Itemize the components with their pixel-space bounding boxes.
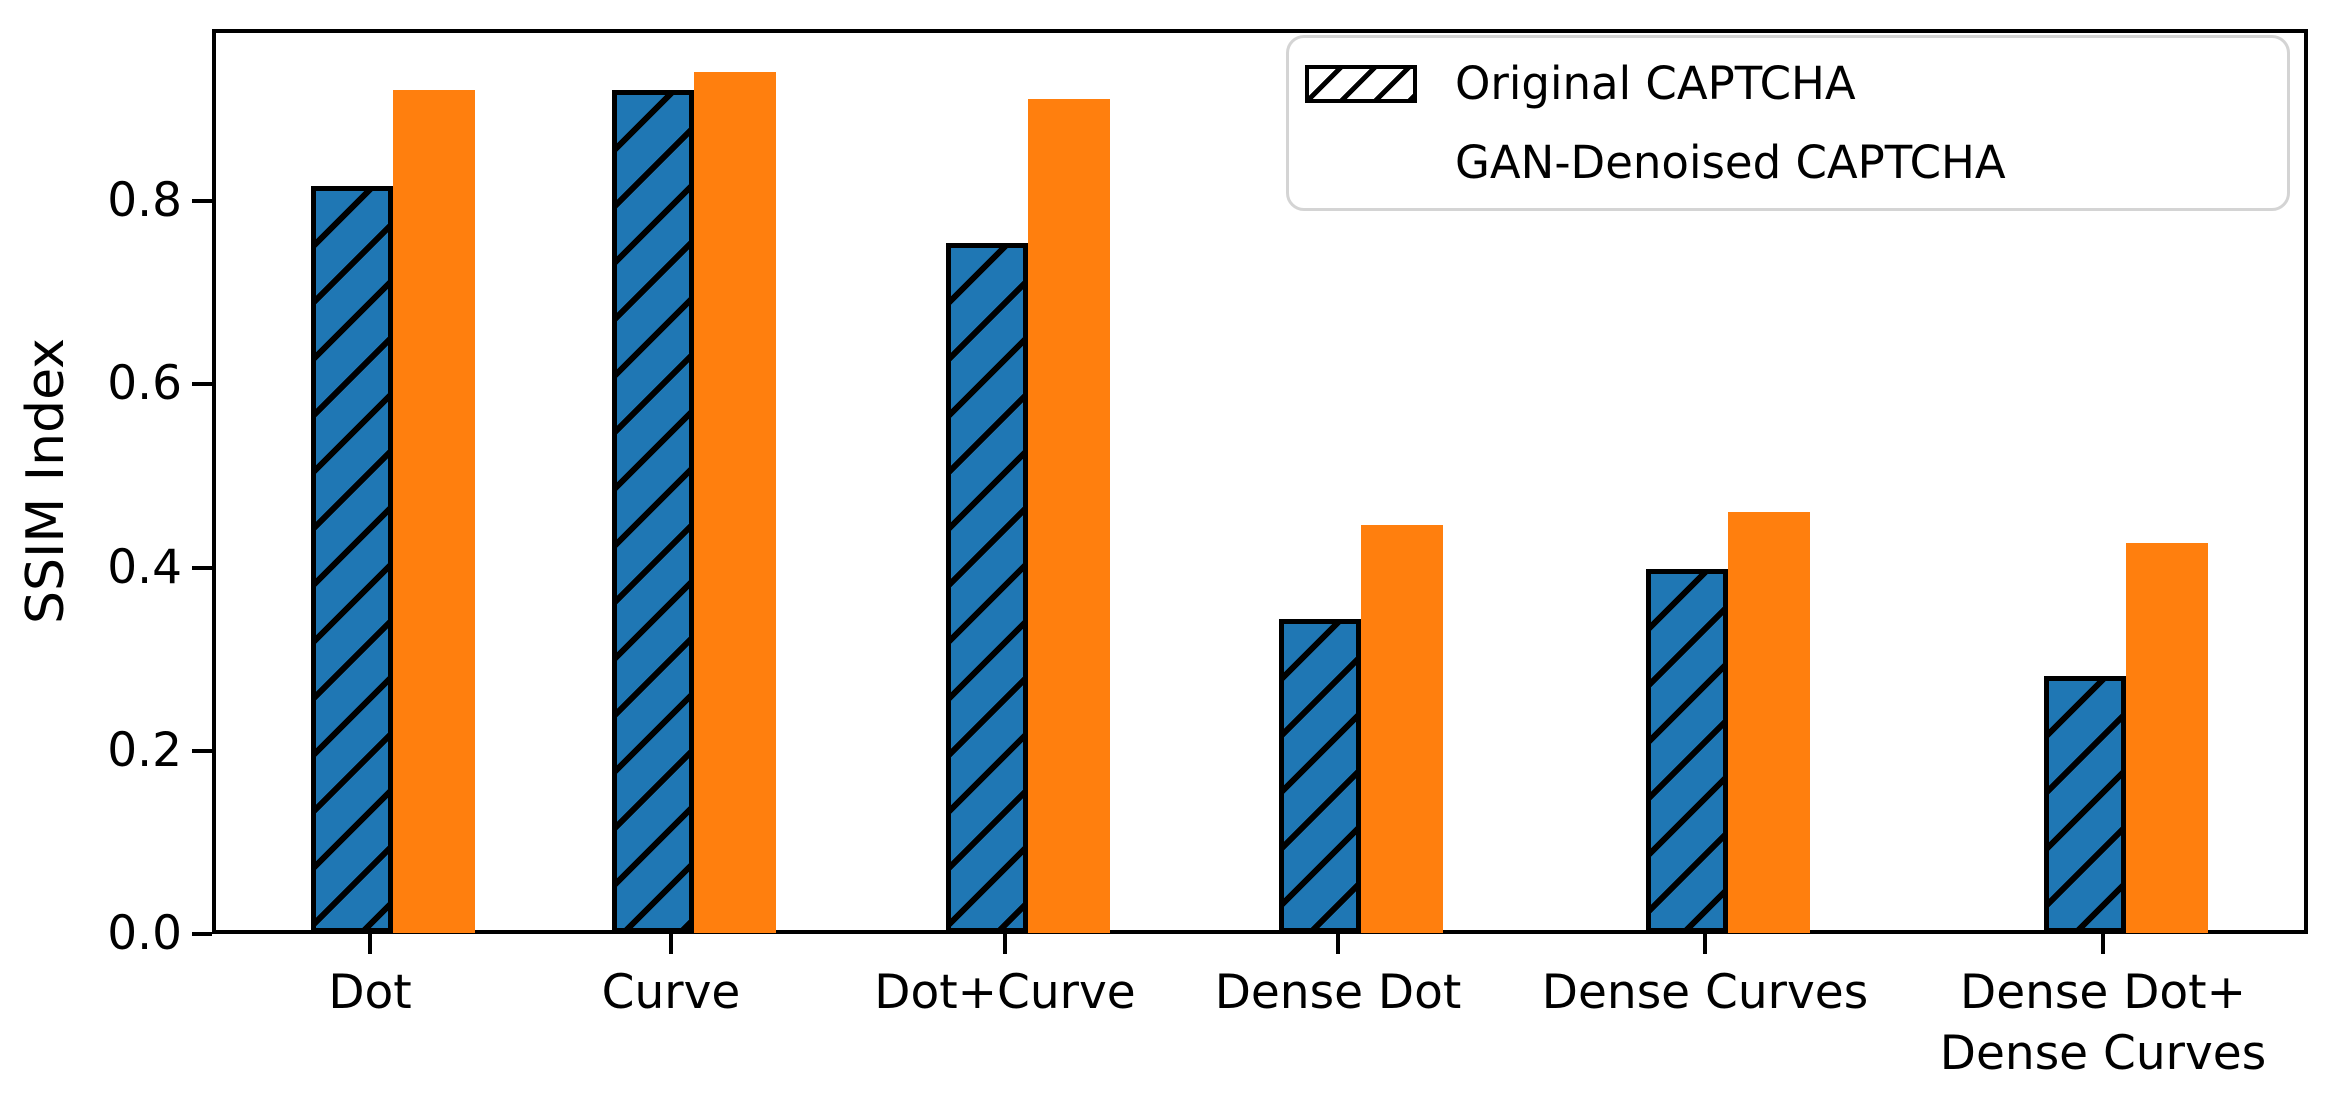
bar-original-2 — [612, 90, 694, 933]
x-tick-label: Dense Dot+ Dense Curves — [1939, 965, 2267, 1081]
y-tick-label: 0.8 — [107, 173, 182, 228]
x-tick-mark — [1703, 934, 1707, 954]
legend-swatch-original-captcha — [1305, 64, 1417, 103]
legend-swatch-gan-denoised-captcha — [1305, 144, 1417, 182]
x-tick-mark — [669, 934, 673, 954]
y-tick-label: 0.4 — [107, 539, 182, 595]
bar-gan-denoised-1 — [393, 90, 475, 933]
legend-label-original-captcha: Original CAPTCHA — [1455, 57, 1856, 110]
legend-item-original: Original CAPTCHA — [1305, 57, 2287, 110]
legend: Original CAPTCHA GAN-Denoised CAPTCHA — [1286, 35, 2290, 211]
bar-gan-denoised-6 — [2126, 543, 2208, 933]
legend-label-gan-denoised-captcha: GAN-Denoised CAPTCHA — [1455, 136, 2006, 189]
x-tick-label: Dot+Curve — [874, 965, 1136, 1020]
bar-original-1 — [311, 186, 393, 933]
x-tick-label: Curve — [601, 965, 741, 1020]
x-tick-mark — [1336, 934, 1340, 954]
x-tick-label: Dense Curves — [1541, 965, 1869, 1020]
bar-gan-denoised-5 — [1728, 512, 1810, 933]
y-tick-mark — [192, 565, 212, 570]
y-tick-label: 0.2 — [107, 722, 182, 778]
y-tick-mark — [192, 382, 212, 387]
bar-gan-denoised-3 — [1028, 99, 1110, 933]
x-tick-label: Dense Dot — [1214, 965, 1462, 1020]
x-tick-mark — [368, 934, 372, 954]
bar-original-3 — [946, 243, 1028, 933]
x-tick-mark — [2101, 934, 2105, 954]
bar-original-5 — [1646, 569, 1728, 933]
x-tick-mark — [1003, 934, 1007, 954]
y-tick-label: 0.6 — [107, 356, 182, 412]
y-tick-mark — [192, 748, 212, 753]
bar-gan-denoised-4 — [1361, 525, 1443, 933]
plot-area — [212, 29, 2308, 934]
legend-item-gan-denoised: GAN-Denoised CAPTCHA — [1305, 136, 2287, 189]
y-tick-mark — [192, 199, 212, 203]
y-tick-mark — [192, 932, 212, 936]
x-tick-label: Dot — [328, 965, 412, 1020]
bar-original-4 — [1279, 619, 1361, 933]
bar-original-6 — [2044, 676, 2126, 933]
bar-gan-denoised-2 — [694, 72, 776, 933]
y-tick-label: 0.0 — [107, 906, 182, 961]
